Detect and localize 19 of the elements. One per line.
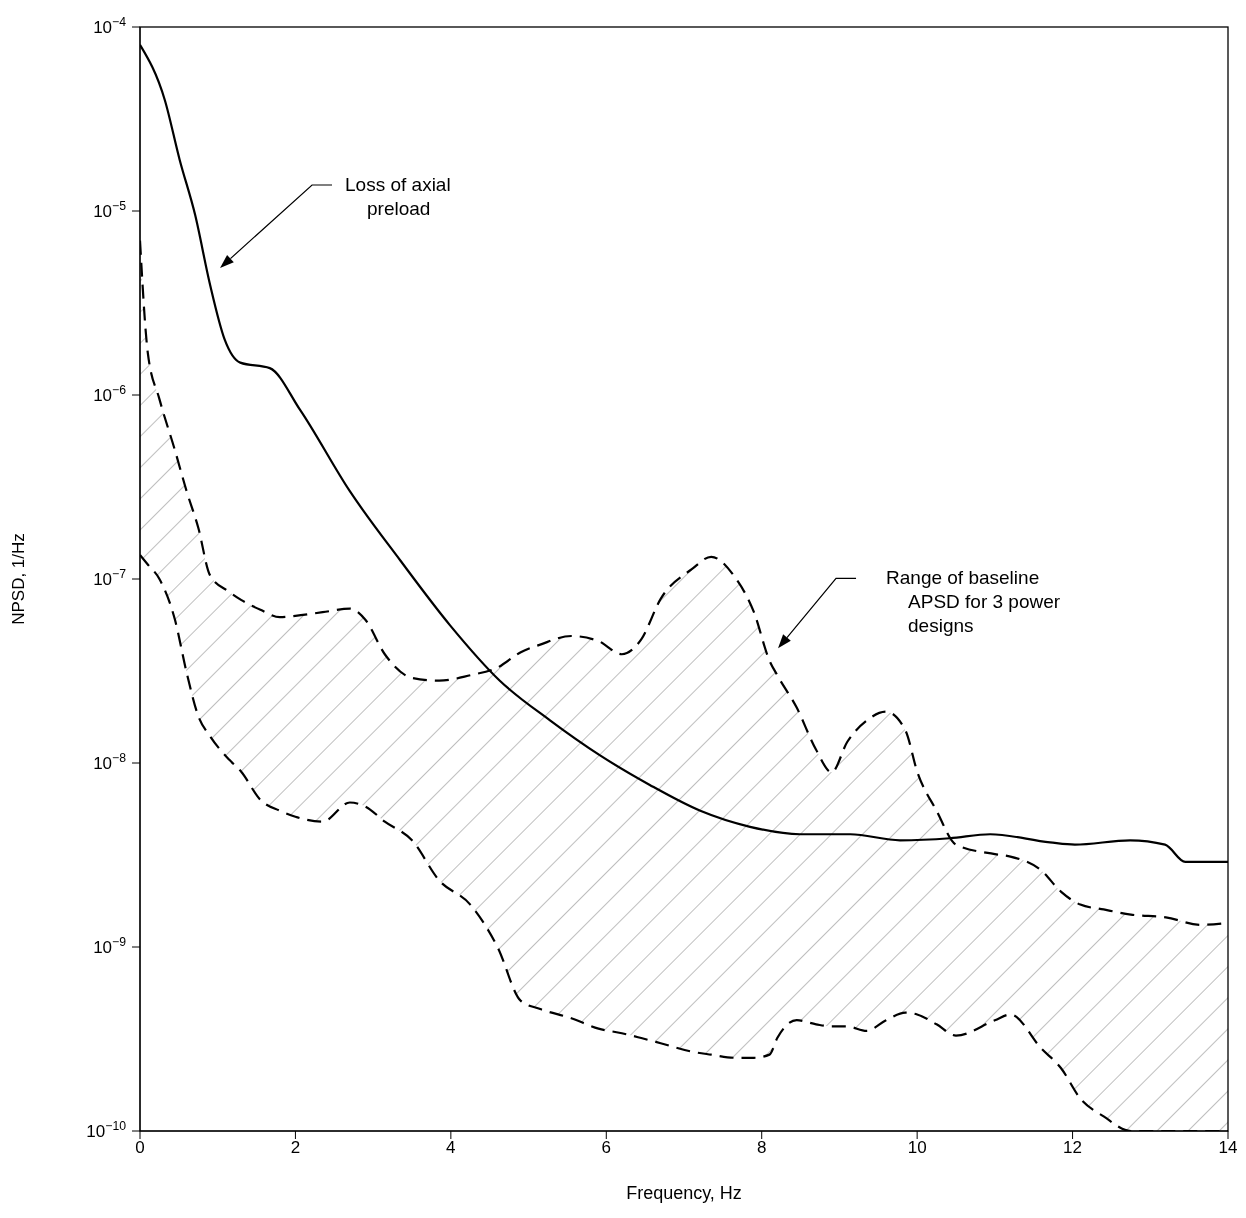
y-tick-label: 10$^{−10}$ [86, 1119, 127, 1141]
y-tick-label: 10$^{−5}$ [93, 199, 127, 221]
x-axis-title: Frequency, Hz [626, 1183, 742, 1203]
x-tick-label: 12 [1063, 1138, 1083, 1158]
x-tick-label: 2 [290, 1138, 301, 1158]
y-tick-label: 10$^{−7}$ [93, 567, 127, 589]
y-tick-label: 10$^{−8}$ [93, 751, 127, 773]
y-tick-label: 10$^{−6}$ [93, 383, 127, 405]
x-tick-label: 4 [446, 1138, 456, 1158]
x-tick-label: 0 [135, 1138, 145, 1158]
y-tick-label: 10$^{−4}$ [93, 15, 127, 37]
x-tick-label: 14 [1218, 1138, 1238, 1158]
y-axis-title: NPSD, 1/Hz [9, 533, 29, 625]
annotation: Loss of axial preload [345, 174, 451, 219]
x-tick-label: 6 [601, 1138, 612, 1158]
annotation: Range of baseline APSD for 3 power designs [886, 567, 1061, 637]
x-tick-label: 10 [907, 1138, 927, 1158]
x-tick-label: 8 [756, 1138, 767, 1158]
y-tick-label: 10$^{−9}$ [93, 935, 127, 957]
